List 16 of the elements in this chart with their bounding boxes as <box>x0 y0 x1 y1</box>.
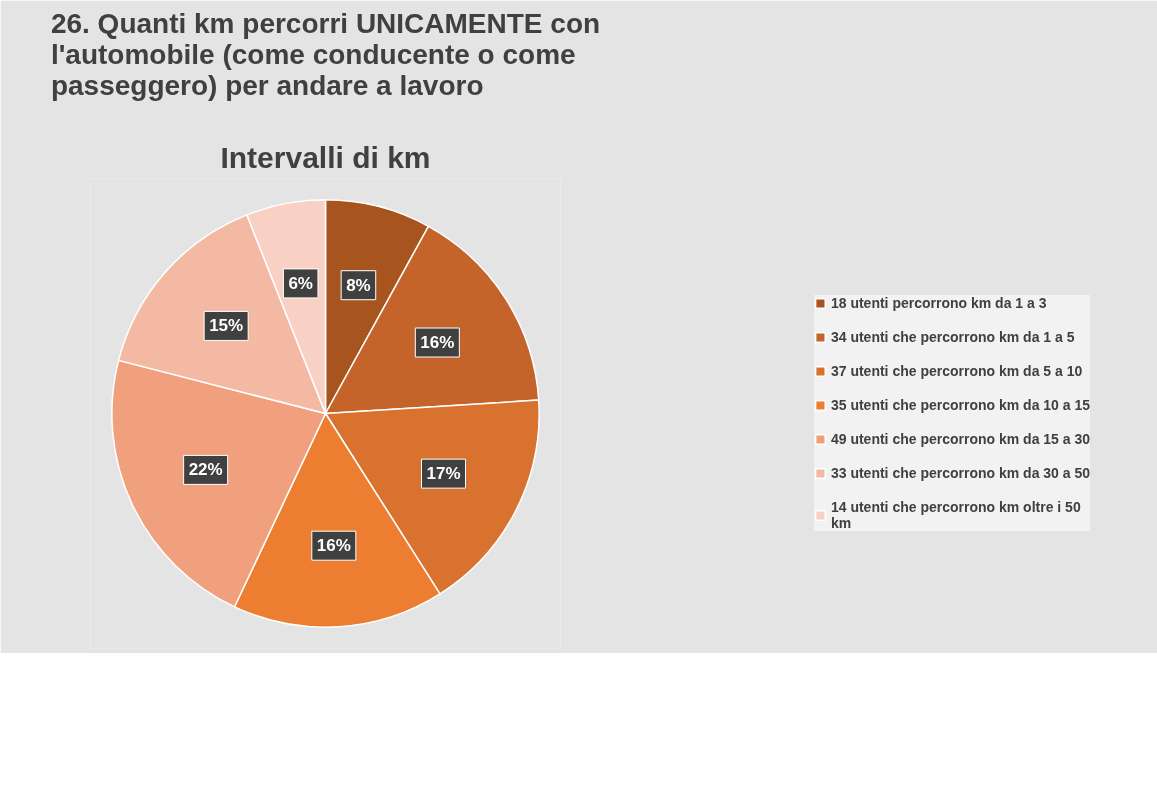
data-label: 8% <box>346 275 371 295</box>
chart-title: 26. Quanti km percorri UNICAMENTE con l'automobile (come conducente o come passeggero) per andare a lavoro <box>50 7 601 101</box>
data-label: 16% <box>316 536 351 556</box>
data-label: 22% <box>188 460 223 480</box>
legend-label: 49 utenti che percorrono km da 15 a 30 <box>830 431 1091 447</box>
data-label: 15% <box>209 316 244 336</box>
legend-label: 37 utenti che percorrono km da 5 a 10 <box>830 363 1083 379</box>
legend-label: 35 utenti che percorrono km da 10 a 15 <box>830 397 1091 413</box>
legend-label: 18 utenti percorrono km da 1 a 3 <box>830 295 1047 311</box>
legend-label: 34 utenti che percorrono km da 1 a 5 <box>830 329 1075 345</box>
data-label: 16% <box>420 333 455 353</box>
legend-label: 33 utenti che percorrono km da 30 a 50 <box>830 465 1091 481</box>
legend-label: 14 utenti che percorrono km oltre i 50 km <box>830 499 1081 531</box>
data-label: 17% <box>426 464 461 484</box>
data-label: 6% <box>288 273 313 293</box>
chart-subtitle: Intervalli di km <box>220 140 431 174</box>
